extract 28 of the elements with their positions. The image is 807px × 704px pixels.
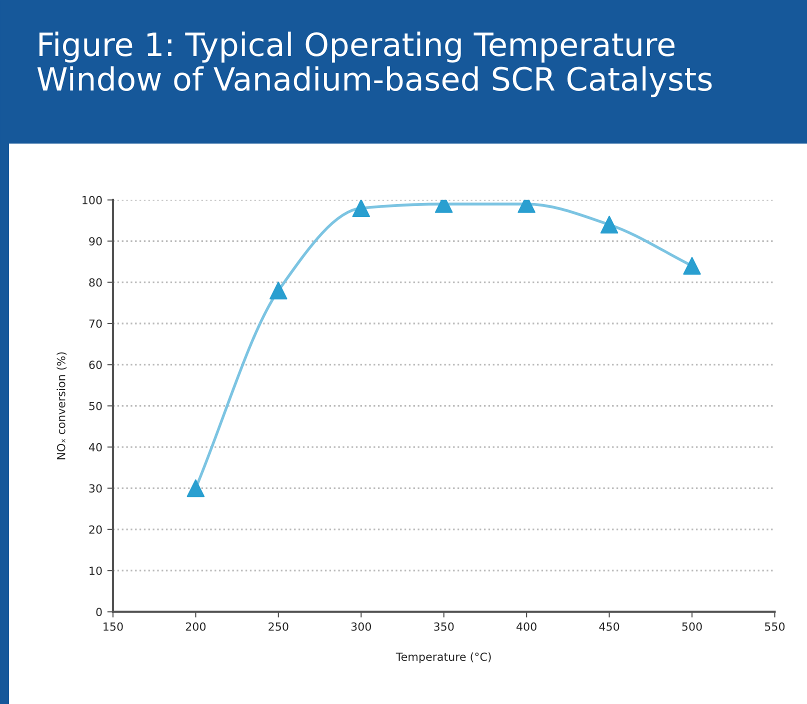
y-tick-label: 60 <box>89 360 102 370</box>
y-tick-label: 100 <box>82 196 102 204</box>
point <box>186 479 205 498</box>
x-tick-label: 450 <box>599 622 620 631</box>
y-axis-title: NOₓ conversion (%) <box>56 352 67 460</box>
point <box>270 282 288 300</box>
point <box>600 216 618 234</box>
y-tick-label: 90 <box>89 237 102 246</box>
x-tick-label: 250 <box>268 622 288 631</box>
x-tick-label: 550 <box>764 622 785 631</box>
x-tick-label: 300 <box>351 622 371 631</box>
x-tick-label: 400 <box>516 622 536 631</box>
y-tick-label: 70 <box>89 319 102 328</box>
x-tick-label: 200 <box>186 622 206 631</box>
y-tick-label: 80 <box>89 278 102 287</box>
y-tick-label: 20 <box>89 525 102 534</box>
x-tick-label: 150 <box>104 622 123 631</box>
x-axis-title: Temperature (°C) <box>396 652 491 664</box>
point <box>352 200 370 218</box>
y-tick-label: 30 <box>89 484 102 493</box>
x-tick-label: 350 <box>434 622 454 631</box>
y-tick-label: 10 <box>90 566 102 575</box>
point <box>683 256 701 275</box>
y-tick-label: 40 <box>88 443 102 452</box>
y-tick-label: 50 <box>89 402 102 410</box>
chart-title: Figure 1: Typical Operating Temperature Window of Vanadium-based SCR Catalysts <box>37 32 712 98</box>
x-tick-label: 500 <box>682 622 702 631</box>
y-tick-label: 0 <box>96 608 102 616</box>
